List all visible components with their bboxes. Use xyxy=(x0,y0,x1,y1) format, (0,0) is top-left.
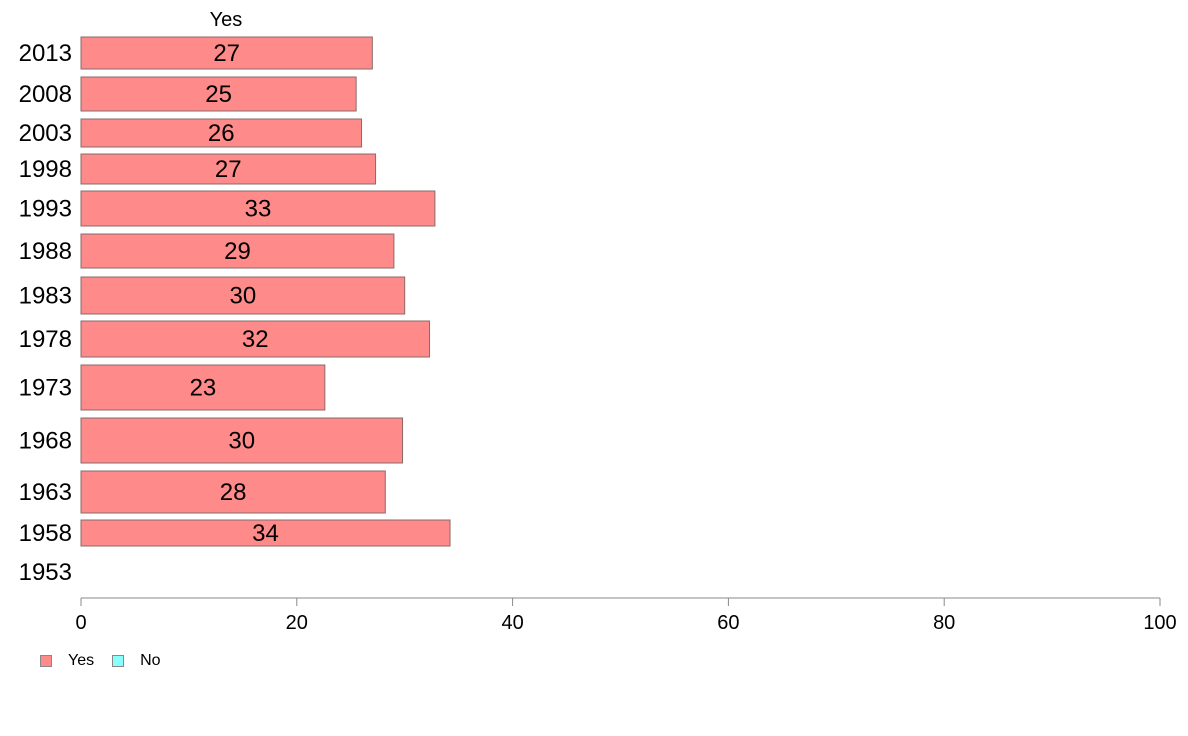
bar-yes xyxy=(80,276,406,315)
bar-value-label: 23 xyxy=(190,375,217,402)
x-axis: 0 20 40 60 80 100 xyxy=(75,597,1177,634)
legend-label-no: No xyxy=(140,652,161,669)
bar-yes xyxy=(80,364,326,411)
y-tick-label: 1983 xyxy=(19,283,72,310)
y-tick-label: 1973 xyxy=(19,375,72,402)
bar-value-label: 27 xyxy=(215,156,242,183)
y-tick-label: 1968 xyxy=(19,428,72,455)
bar-yes xyxy=(80,36,373,70)
bar-yes xyxy=(80,417,404,464)
legend-swatch-yes xyxy=(40,655,52,667)
legend: Yes No xyxy=(40,652,179,670)
y-axis-labels: 2013 2008 2003 1998 1993 1988 1983 1978 1973 1968… xyxy=(19,40,72,586)
bar-value-label: 28 xyxy=(220,479,247,506)
bar-yes xyxy=(80,76,357,112)
y-tick-label: 1963 xyxy=(19,479,72,506)
y-tick-label: 1953 xyxy=(19,559,72,586)
legend-item-no: No xyxy=(112,652,161,670)
x-tick-label: 20 xyxy=(286,612,308,634)
bar-yes xyxy=(80,470,386,514)
series-header: Yes xyxy=(210,9,243,31)
bar-value-label: 34 xyxy=(252,520,279,547)
x-tick-label: 60 xyxy=(717,612,739,634)
bar-value-label: 25 xyxy=(205,81,232,108)
y-tick-label: 2013 xyxy=(19,40,72,67)
y-tick-label: 1988 xyxy=(19,238,72,265)
legend-label-yes: Yes xyxy=(68,652,95,669)
bar-yes xyxy=(80,153,377,185)
bar-yes xyxy=(80,190,436,227)
y-tick-label: 2008 xyxy=(19,81,72,108)
bar-value-label: 27 xyxy=(213,40,240,67)
bar-yes xyxy=(80,233,395,269)
x-tick-label: 80 xyxy=(933,612,955,634)
bar-yes xyxy=(80,519,451,547)
bar-yes xyxy=(80,320,431,358)
bar-value-label: 29 xyxy=(224,238,251,265)
y-tick-label: 1993 xyxy=(19,196,72,223)
x-tick-label: 0 xyxy=(75,612,86,634)
bar-value-label: 33 xyxy=(245,196,272,223)
x-tick-label: 40 xyxy=(501,612,523,634)
y-tick-label: 1958 xyxy=(19,520,72,547)
bar-value-label: 30 xyxy=(228,428,255,455)
y-tick-label: 2003 xyxy=(19,120,72,147)
bar-value-label: 26 xyxy=(208,120,235,147)
legend-item-yes: Yes xyxy=(40,652,94,670)
y-tick-label: 1978 xyxy=(19,326,72,353)
bar-value-label: 30 xyxy=(229,283,256,310)
y-tick-label: 1998 xyxy=(19,156,72,183)
bar-yes xyxy=(80,118,363,148)
x-tick-label: 100 xyxy=(1143,612,1176,634)
legend-swatch-no xyxy=(112,655,125,667)
bar-value-label: 32 xyxy=(242,326,269,353)
